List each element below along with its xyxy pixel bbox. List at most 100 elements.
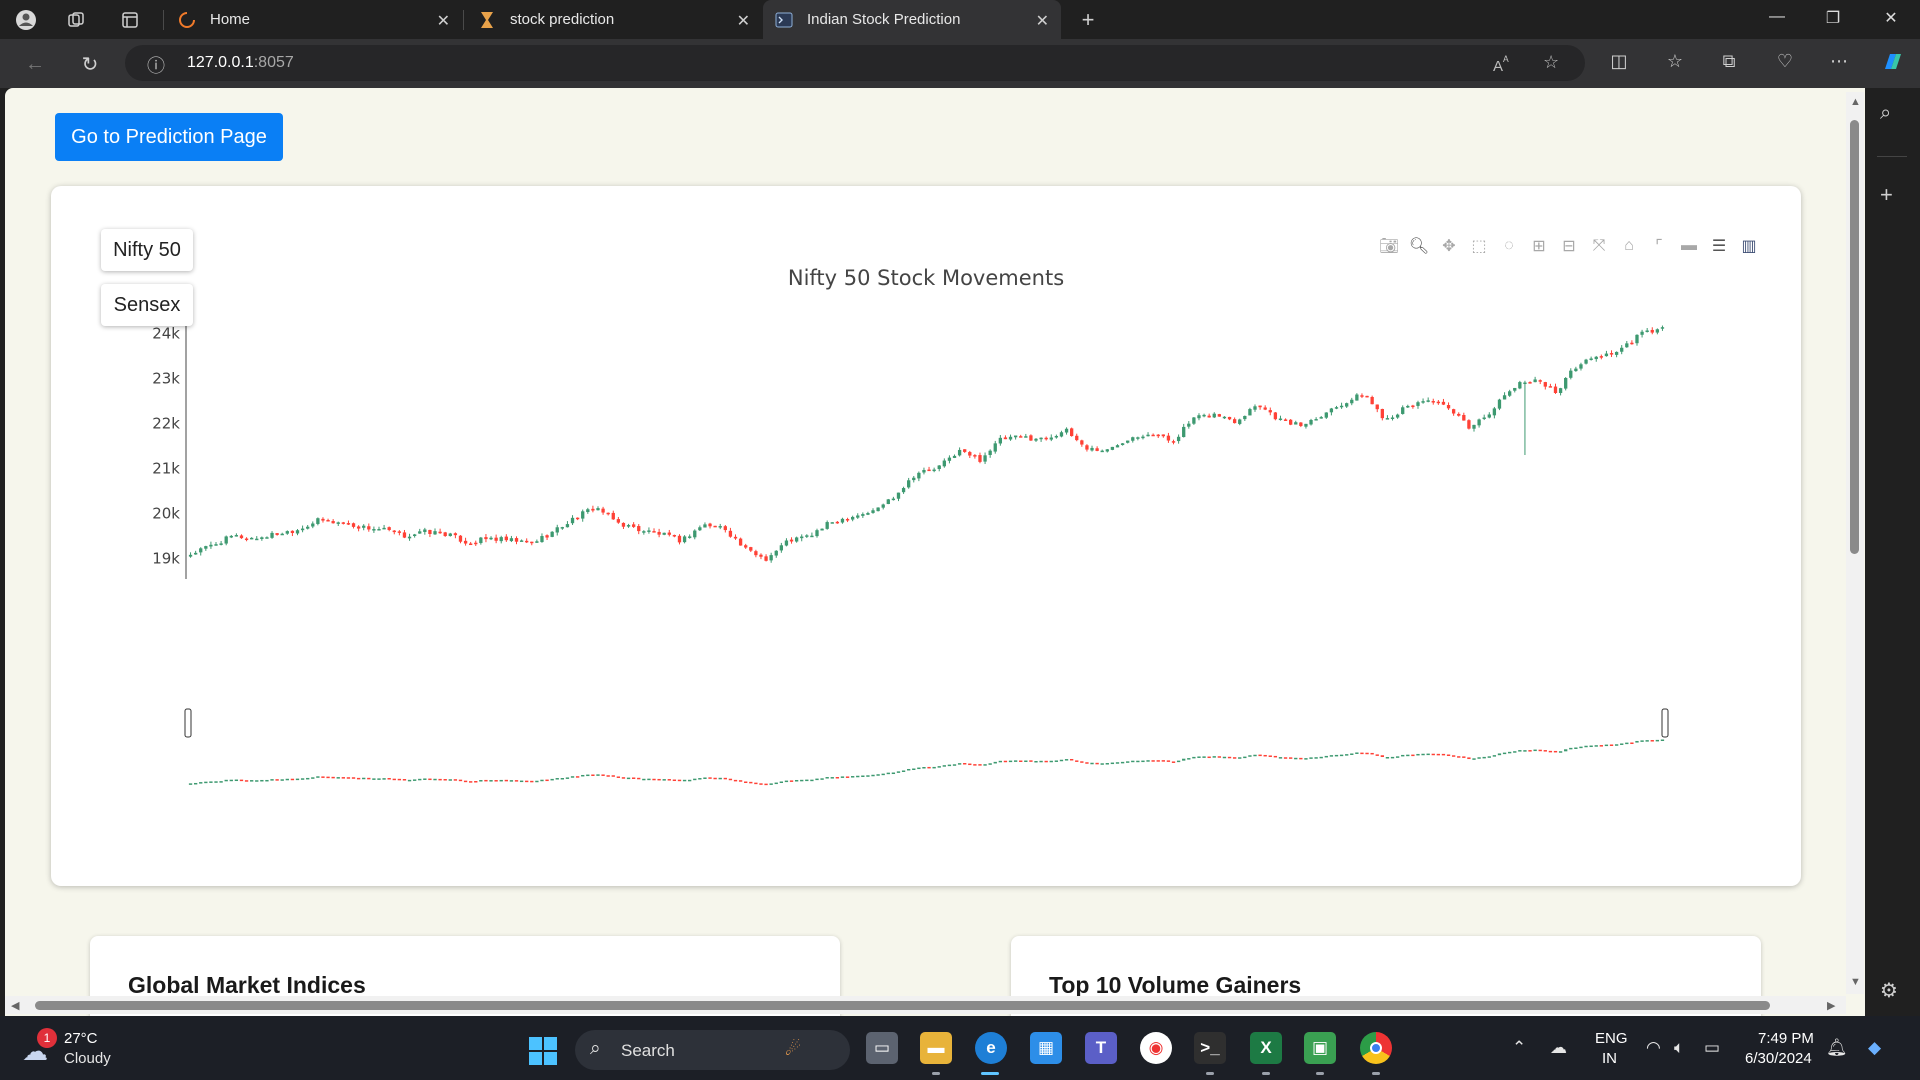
refresh-icon[interactable]: ↻ — [81, 53, 99, 76]
edge-browser-icon[interactable]: e — [975, 1032, 1007, 1064]
lasso-select-icon[interactable]: ◌ — [1504, 237, 1514, 254]
scroll-left-icon[interactable]: ◀ — [11, 1000, 20, 1012]
workspaces-icon[interactable] — [64, 8, 88, 32]
read-aloud-icon[interactable]: Aᴬ — [1493, 54, 1509, 75]
slider-candle — [1451, 755, 1456, 757]
slider-candle — [1446, 754, 1451, 756]
candle-body — [830, 522, 834, 524]
clock-time[interactable]: 7:49 PM — [1758, 1030, 1814, 1047]
spike-lines-icon[interactable]: ⌜ — [1655, 238, 1663, 255]
close-window-icon[interactable]: ✕ — [1884, 10, 1898, 27]
box-select-icon[interactable]: ⬚ — [1471, 238, 1487, 255]
slider-candle — [331, 776, 335, 779]
microsoft-store-icon[interactable]: ▦ — [1030, 1032, 1062, 1064]
horizontal-scrollbar[interactable]: ◀ ▶ — [5, 996, 1846, 1014]
range-slider-left-handle[interactable] — [184, 708, 192, 738]
candle-body — [1314, 419, 1318, 421]
tab-home[interactable]: Home ✕ — [166, 0, 462, 39]
slider-candle — [306, 777, 310, 780]
tab-indian-stock-prediction[interactable]: Indian Stock Prediction ✕ — [763, 0, 1061, 39]
close-tab-icon[interactable]: ✕ — [436, 13, 450, 30]
wifi-icon[interactable]: ◠ — [1646, 1038, 1661, 1057]
add-sidebar-icon[interactable]: + — [1880, 182, 1893, 207]
more-options-icon[interactable]: ⋯ — [1830, 51, 1848, 71]
candle-body — [1406, 405, 1410, 408]
photos-icon[interactable]: ▣ — [1304, 1032, 1336, 1064]
copilot-icon[interactable] — [1880, 51, 1906, 78]
start-windows-icon[interactable] — [528, 1036, 558, 1066]
plotly-logo-icon[interactable]: ▥ — [1741, 238, 1757, 255]
close-tab-icon[interactable]: ✕ — [1035, 13, 1049, 30]
nifty-50-button[interactable]: Nifty 50 — [101, 229, 193, 271]
browser-essentials-icon[interactable]: ♡ — [1776, 51, 1794, 71]
search-icon[interactable]: ⌕ — [1880, 102, 1892, 124]
weather-temperature[interactable]: 27°C — [64, 1030, 98, 1047]
chrome-icon[interactable] — [1360, 1032, 1392, 1064]
terminal-app-icon[interactable]: >_ — [1194, 1032, 1226, 1064]
taskbar-search[interactable]: ⌕ Search ☄ — [575, 1030, 850, 1070]
zoom-icon[interactable]: 🔍︎ — [1408, 238, 1430, 255]
scroll-right-icon[interactable]: ▶ — [1827, 1000, 1836, 1012]
vertical-scroll-thumb[interactable] — [1850, 120, 1859, 554]
slider-candle — [1375, 754, 1379, 756]
collections-icon[interactable]: ⧉ — [1722, 51, 1736, 71]
candlestick-chart[interactable]: 19k 20k 21k 22k 23k 24k — [51, 186, 1801, 886]
scroll-up-icon[interactable]: ▲ — [1850, 96, 1861, 108]
candle-body — [1451, 409, 1456, 414]
candle-body — [463, 540, 468, 544]
address-bar[interactable]: ⓘ 127.0.0.1:8057 Aᴬ ☆ — [125, 45, 1585, 81]
battery-icon[interactable]: ▭ — [1704, 1038, 1721, 1057]
close-tab-icon[interactable]: ✕ — [736, 13, 750, 30]
go-to-prediction-button[interactable]: Go to Prediction Page — [55, 113, 283, 161]
sensex-button[interactable]: Sensex — [101, 284, 193, 326]
volume-icon[interactable]: 🔈︎ — [1674, 1038, 1685, 1057]
card-title: Top 10 Volume Gainers — [1049, 972, 1302, 998]
back-icon[interactable]: ← — [25, 52, 45, 75]
favorite-star-icon[interactable]: ☆ — [1543, 52, 1560, 72]
pan-icon[interactable]: ✥ — [1442, 238, 1456, 255]
language-region[interactable]: IN — [1602, 1050, 1617, 1067]
vertical-scrollbar[interactable]: ▲ ▼ — [1846, 92, 1864, 994]
notification-bell-icon[interactable]: 🔔︎ — [1826, 1038, 1848, 1057]
minimize-icon[interactable]: — — [1769, 8, 1785, 25]
show-hidden-icons-icon[interactable]: ⌃ — [1512, 1038, 1527, 1057]
scroll-down-icon[interactable]: ▼ — [1850, 976, 1861, 988]
candle-body — [326, 520, 330, 522]
candle-body — [407, 536, 412, 539]
slider-candle — [1008, 760, 1013, 763]
excel-icon[interactable]: X — [1250, 1032, 1282, 1064]
y-tick-label: 24k — [152, 324, 180, 342]
camera-icon[interactable]: 📷︎ — [1378, 238, 1400, 255]
site-info-icon[interactable]: ⓘ — [147, 56, 165, 76]
candle-body — [1258, 405, 1262, 408]
candle-body — [438, 531, 442, 534]
horizontal-scroll-thumb[interactable] — [35, 1001, 1770, 1010]
task-view-icon[interactable]: ▭ — [866, 1032, 898, 1064]
teams-icon[interactable]: T — [1085, 1032, 1117, 1064]
tab-stock-prediction[interactable]: stock prediction ✕ — [466, 0, 762, 39]
settings-gear-icon[interactable]: ⚙ — [1880, 980, 1898, 1002]
onedrive-icon[interactable]: ☁ — [1550, 1038, 1567, 1057]
file-explorer-icon[interactable]: ▬ — [920, 1032, 952, 1064]
zoom-in-icon[interactable]: ⊞ — [1532, 238, 1546, 255]
profile-avatar-icon[interactable] — [14, 8, 38, 32]
favorites-icon[interactable]: ☆ — [1666, 51, 1684, 71]
restore-icon[interactable]: ❐ — [1825, 10, 1841, 27]
candle-body — [469, 543, 473, 546]
copilot-taskbar-icon[interactable]: ◆ — [1868, 1038, 1882, 1057]
autoscale-icon[interactable]: ⤧ — [1592, 237, 1606, 254]
language-indicator[interactable]: ENG — [1595, 1030, 1628, 1047]
clock-date[interactable]: 6/30/2024 — [1745, 1050, 1812, 1067]
hover-compare-icon[interactable]: ☰ — [1711, 238, 1727, 255]
reset-axes-icon[interactable]: ⌂ — [1624, 237, 1634, 254]
slider-candle — [341, 777, 345, 779]
hover-closest-icon[interactable]: ▬ — [1681, 237, 1697, 254]
new-tab-icon[interactable]: + — [1081, 7, 1095, 32]
split-screen-icon[interactable]: ◫ — [1610, 51, 1628, 71]
maps-icon[interactable]: ◉ — [1140, 1032, 1172, 1064]
zoom-out-icon[interactable]: ⊟ — [1562, 238, 1576, 255]
range-slider-right-handle[interactable] — [1661, 708, 1669, 738]
candle-body — [412, 534, 417, 537]
tab-actions-icon[interactable] — [118, 8, 142, 32]
weather-description[interactable]: Cloudy — [64, 1050, 111, 1067]
